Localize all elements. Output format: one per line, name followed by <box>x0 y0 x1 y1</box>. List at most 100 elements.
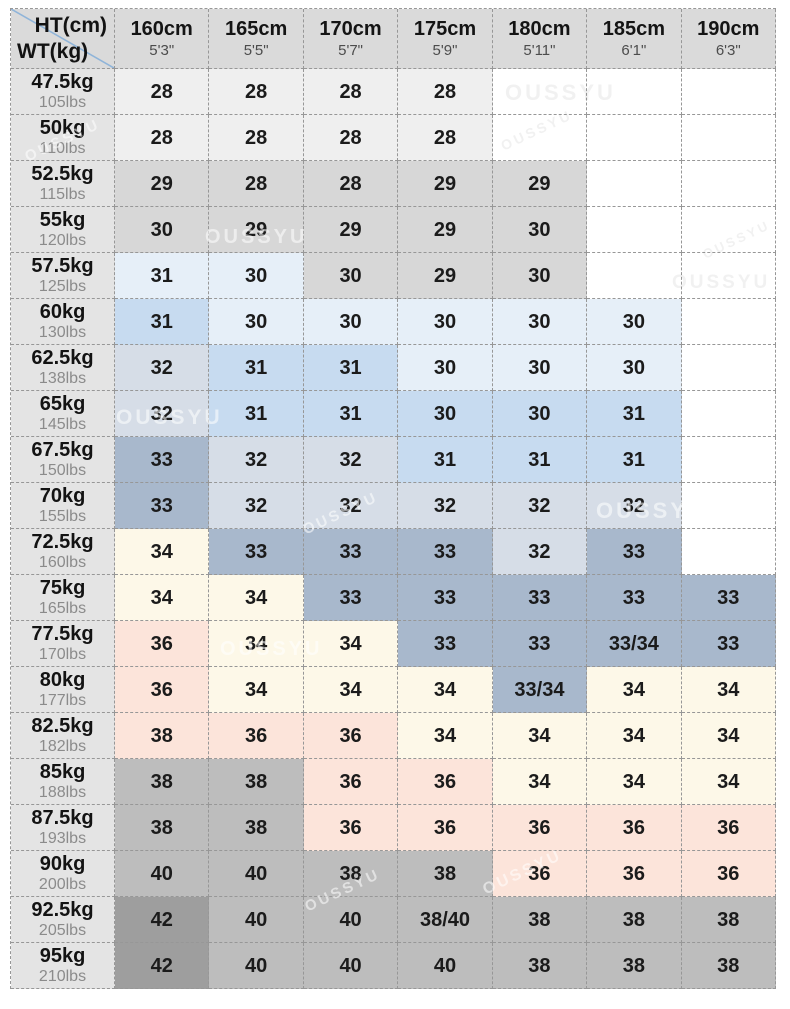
size-cell: 34 <box>303 621 399 667</box>
size-cell: 30 <box>492 345 588 391</box>
weight-kg-label: 55kg <box>39 209 86 232</box>
size-cell: 34 <box>398 667 493 713</box>
size-cell: 29 <box>115 161 210 207</box>
size-cell: 28 <box>209 161 304 207</box>
size-cell <box>681 207 776 253</box>
size-cell <box>587 161 682 207</box>
size-cell: 33 <box>115 483 210 529</box>
size-cell: 32 <box>303 437 399 483</box>
size-cell: 31 <box>303 391 399 437</box>
height-ftin-label: 5'7" <box>338 41 363 59</box>
size-cell <box>681 391 776 437</box>
weight-kg-label: 92.5kg <box>31 899 94 922</box>
weight-header-cell: 80kg 177lbs <box>11 667 115 713</box>
size-cell: 31 <box>587 437 682 483</box>
size-cell: 36 <box>303 805 399 851</box>
size-cell <box>681 529 776 575</box>
size-cell: 33 <box>303 529 399 575</box>
size-cell: 33 <box>398 529 493 575</box>
weight-header-cell: 75kg 165lbs <box>11 575 115 621</box>
weight-lbs-label: 115lbs <box>39 186 86 204</box>
size-cell: 28 <box>115 115 210 161</box>
size-cell: 32 <box>492 483 588 529</box>
weight-lbs-label: 188lbs <box>38 784 87 802</box>
size-cell: 33 <box>681 575 776 621</box>
weight-lbs-label: 160lbs <box>38 554 87 572</box>
weight-kg-label: 57.5kg <box>31 255 94 278</box>
weight-header-cell: 62.5kg 138lbs <box>11 345 115 391</box>
size-cell: 34 <box>398 713 493 759</box>
size-cell: 33/34 <box>587 621 682 667</box>
size-cell: 34 <box>209 621 304 667</box>
size-cell: 34 <box>587 759 682 805</box>
size-cell: 40 <box>303 943 399 989</box>
size-cell: 31 <box>398 437 493 483</box>
size-cell: 34 <box>587 667 682 713</box>
size-cell: 30 <box>303 253 399 299</box>
size-cell: 29 <box>398 207 493 253</box>
size-table: HT(cm) WT(kg) 160cm 5'3" 165cm 5'5" 170cm 5'7… <box>10 8 776 989</box>
size-cell: 36 <box>303 713 399 759</box>
size-cell: 33 <box>587 575 682 621</box>
weight-lbs-label: 110lbs <box>39 140 86 158</box>
weight-header-cell: 82.5kg 182lbs <box>11 713 115 759</box>
size-cell <box>681 437 776 483</box>
size-cell: 29 <box>398 161 493 207</box>
weight-kg-label: 85kg <box>39 761 86 784</box>
size-cell: 31 <box>492 437 588 483</box>
height-header-cell: 175cm 5'9" <box>398 9 493 69</box>
size-cell: 28 <box>398 69 493 115</box>
weight-lbs-label: 138lbs <box>38 370 87 388</box>
height-header-cell: 190cm 6'3" <box>681 9 776 69</box>
weight-lbs-label: 165lbs <box>38 600 87 618</box>
size-cell: 29 <box>209 207 304 253</box>
size-cell: 28 <box>209 115 304 161</box>
size-cell: 38 <box>115 805 210 851</box>
size-cell: 34 <box>492 759 588 805</box>
size-cell: 28 <box>303 161 399 207</box>
size-cell: 40 <box>398 943 493 989</box>
size-cell: 31 <box>115 299 210 345</box>
size-cell: 32 <box>587 483 682 529</box>
size-cell: 38 <box>303 851 399 897</box>
size-cell: 30 <box>209 299 304 345</box>
height-header-cell: 180cm 5'11" <box>492 9 588 69</box>
height-ftin-label: 5'9" <box>432 41 458 59</box>
size-cell: 38 <box>681 897 776 943</box>
size-cell: 40 <box>115 851 210 897</box>
weight-header-cell: 70kg 155lbs <box>11 483 115 529</box>
weight-lbs-label: 182lbs <box>38 738 87 756</box>
size-cell: 38 <box>681 943 776 989</box>
size-cell: 34 <box>681 713 776 759</box>
weight-header-cell: 77.5kg 170lbs <box>11 621 115 667</box>
size-cell <box>587 253 682 299</box>
weight-kg-label: 60kg <box>39 301 86 324</box>
size-cell: 32 <box>209 483 304 529</box>
size-cell <box>681 161 776 207</box>
weight-header-cell: 52.5kg 115lbs <box>11 161 115 207</box>
size-cell: 30 <box>303 299 399 345</box>
weight-lbs-label: 193lbs <box>38 830 87 848</box>
size-cell: 30 <box>398 299 493 345</box>
size-cell: 36 <box>209 713 304 759</box>
size-cell: 34 <box>681 759 776 805</box>
height-cm-label: 185cm <box>602 17 665 40</box>
size-cell: 32 <box>303 483 399 529</box>
weight-kg-label: 47.5kg <box>31 71 94 94</box>
size-cell: 36 <box>587 851 682 897</box>
size-cell: 31 <box>587 391 682 437</box>
size-cell: 38 <box>398 851 493 897</box>
size-cell <box>492 115 588 161</box>
size-cell: 33 <box>398 621 493 667</box>
size-cell <box>681 299 776 345</box>
size-cell: 30 <box>398 391 493 437</box>
size-cell: 33/34 <box>492 667 588 713</box>
height-header-cell: 185cm 6'1" <box>587 9 682 69</box>
size-cell: 33 <box>303 575 399 621</box>
weight-header-cell: 87.5kg 193lbs <box>11 805 115 851</box>
weight-lbs-label: 205lbs <box>38 922 87 940</box>
height-ftin-label: 6'1" <box>621 41 647 59</box>
size-cell: 30 <box>492 207 588 253</box>
size-cell: 34 <box>209 667 304 713</box>
size-cell: 34 <box>209 575 304 621</box>
